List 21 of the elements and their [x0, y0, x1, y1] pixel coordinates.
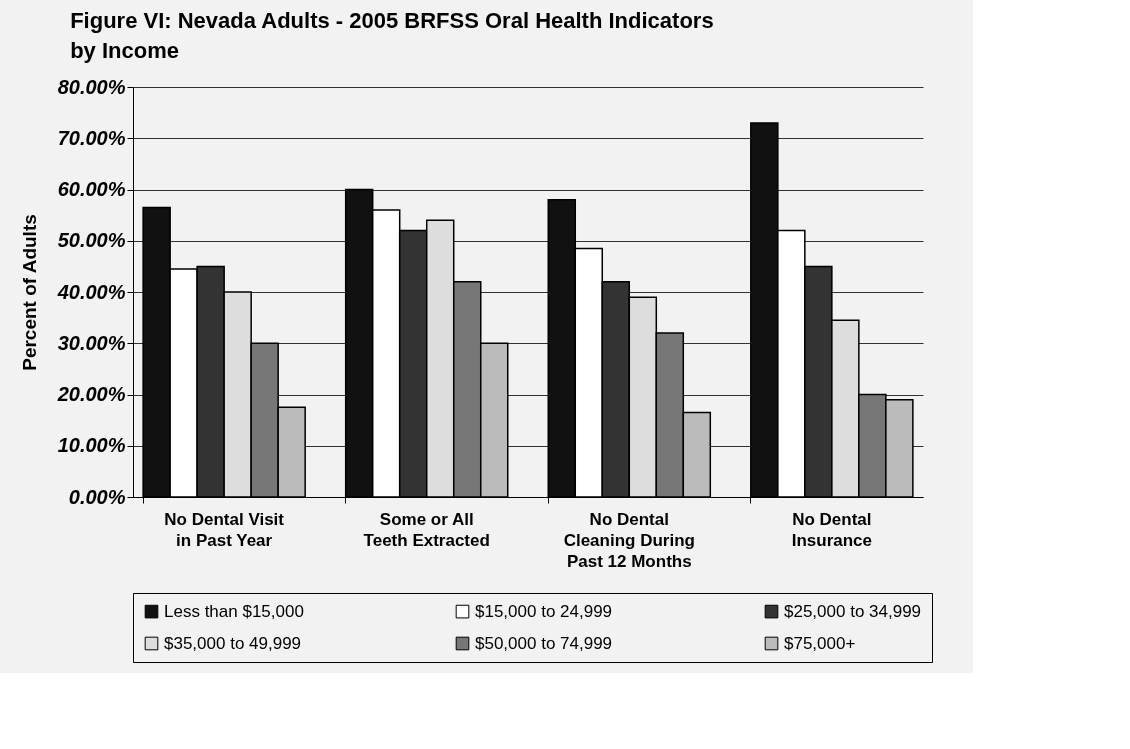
x-tick-label: No Dental Insurance [791, 509, 872, 550]
x-tick-label: No Dental Cleaning During Past 12 Months [563, 509, 695, 571]
legend-label: $35,000 to 49,999 [164, 633, 302, 653]
y-tick-label: 30.00% [57, 331, 126, 354]
legend-label: Less than $15,000 [164, 601, 304, 621]
y-tick-label: 20.00% [56, 383, 126, 405]
y-tick-label: 40.00% [56, 280, 126, 303]
y-tick-label: 0.00% [68, 485, 126, 508]
x-tick-label: Some or All Teeth Extracted [363, 509, 490, 550]
x-tick-label: No Dental Visit in Past Year [164, 509, 285, 550]
legend-label: $15,000 to 24,999 [475, 601, 613, 621]
legend-label: $25,000 to 34,999 [784, 601, 922, 621]
y-tick-label: 70.00% [57, 126, 126, 149]
y-axis-title: Percent of Adults [18, 214, 40, 371]
chart-title: Figure VI: Nevada Adults - 2005 BRFSS Oral Health Indicators by Income [70, 8, 714, 63]
legend-label: $50,000 to 74,999 [475, 633, 613, 653]
y-tick-label: 50.00% [57, 229, 126, 252]
y-tick-label: 60.00% [57, 178, 126, 200]
legend-label: $75,000+ [784, 633, 856, 653]
y-tick-label: 80.00% [57, 75, 126, 98]
y-tick-label: 10.00% [57, 434, 126, 457]
